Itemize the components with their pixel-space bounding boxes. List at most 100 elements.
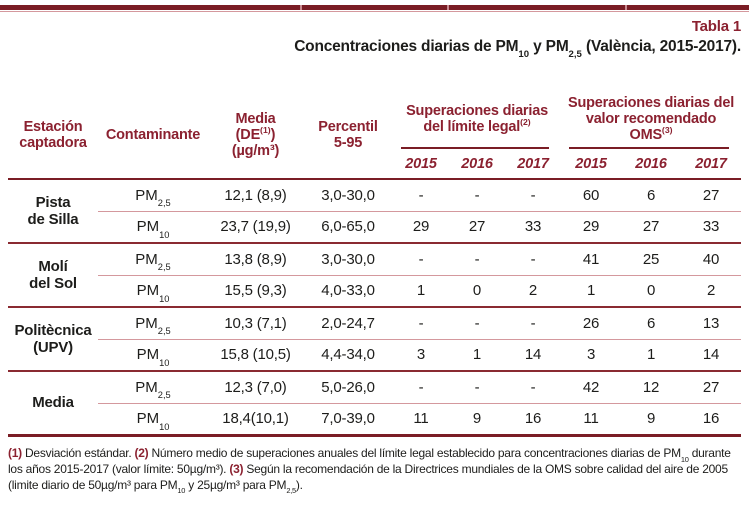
cell-pollutant: PM2,5 (98, 370, 208, 404)
caption-block: Tabla 1 Concentraciones diarias de PM10 … (0, 18, 749, 59)
table-row: Politècnica (UPV) PM2,5 10,3 (7,1) 2,0-24… (8, 306, 742, 372)
station-line: de Silla (27, 211, 79, 229)
pollutant-base: PM (136, 218, 160, 236)
concentrations-table: Estación captadora Contaminante Media (DE(… (8, 92, 742, 437)
station-line: Molí (38, 257, 68, 275)
header-text: (DE (235, 127, 261, 144)
station-line: (UPV) (33, 339, 73, 357)
footnote-text: Según la recomendación de la Directrices… (8, 461, 728, 492)
station-line: Politècnica (14, 321, 92, 339)
year-header-oms-2015: 2015 (561, 149, 622, 181)
divider-tick (625, 5, 627, 10)
year-header-oms-2016: 2016 (621, 149, 682, 181)
footnote-subscript: 2,5 (286, 486, 296, 496)
cell-oms-2017: 16 (681, 402, 742, 436)
pollutant-sub: 2,5 (157, 262, 171, 273)
table-row: Molí del Sol PM2,5 13,8 (8,9) 3,0-30,0 - … (8, 242, 742, 308)
cell-pollutant: PM10 (98, 210, 208, 244)
cell-oms-2015: 29 (561, 210, 622, 244)
cell-legal-2017: 14 (505, 338, 562, 372)
cell-oms-2015: 1 (561, 274, 622, 308)
station-line: del Sol (29, 275, 77, 293)
title-text: Concentraciones diarias de PM (294, 37, 519, 55)
cell-oms-2016: 9 (621, 402, 682, 436)
cell-percentile: 4,4-34,0 (303, 338, 393, 372)
cell-legal-2016: 9 (449, 402, 505, 436)
cell-oms-2015: 26 (561, 306, 622, 340)
cell-legal-2017: - (505, 242, 562, 276)
header-text: Superaciones diarias del valor recomenda… (567, 94, 735, 143)
footnote-ref-1: (1) (260, 125, 271, 136)
footnote-ref-3: (3) (661, 125, 673, 136)
footnote-marker-2: (2) (134, 445, 149, 460)
cell-percentile: 4,0-33,0 (303, 274, 393, 308)
cell-mean: 13,8 (8,9) (208, 242, 303, 276)
footnote-text: ). (295, 477, 303, 492)
pollutant-base: PM (136, 410, 160, 428)
station-name: Media (8, 370, 98, 436)
column-header-station: Estación captadora (8, 92, 98, 181)
footnote-marker-1: (1) (8, 445, 22, 460)
footnote-text: durante los años 2015-2017 (valor límite… (8, 445, 731, 476)
cell-legal-2015: - (393, 370, 449, 404)
cell-legal-2016: - (449, 242, 505, 276)
table-row: Media PM2,5 12,3 (7,0) 5,0-26,0 - - - 42… (8, 370, 742, 436)
footnote-text: Desviación estándar. (21, 445, 135, 460)
table-row: Pista de Silla PM2,5 12,1 (8,9) 3,0-30,0 … (8, 179, 741, 228)
cell-oms-2017: 40 (681, 242, 742, 276)
cell-oms-2017: 2 (681, 274, 742, 308)
cell-oms-2016: 1 (621, 338, 682, 372)
cell-pollutant: PM10 (98, 402, 208, 436)
cell-mean: 12,1 (8,9) (224, 186, 287, 204)
header-text: 5-95 (333, 135, 363, 152)
pollutant-base: PM (135, 378, 158, 396)
table-label: Tabla 1 (691, 18, 741, 35)
cell-oms-2017: 33 (681, 210, 742, 244)
cell-legal-2015: 11 (393, 402, 449, 436)
cell-mean: 10,3 (7,1) (208, 306, 303, 340)
cell-legal-2016: 27 (449, 210, 505, 244)
pollutant-sub: 2,5 (157, 390, 171, 401)
footnote-marker-3: (3) (229, 461, 244, 476)
header-text: ) (270, 127, 276, 144)
table-row: PM10 15,5 (9,3) 4,0-33,0 1 0 2 1 0 2 (8, 274, 742, 308)
cell-legal-2015: 1 (393, 274, 449, 308)
cell-oms-2016: 25 (621, 242, 682, 276)
cell-percentile: 3,0-30,0 (303, 242, 393, 276)
header-text: Estación (23, 119, 83, 136)
cell-oms-2016: 6 (621, 306, 682, 340)
cell-oms-2015: 60 (582, 186, 600, 204)
footnote-ref-2: (2) (520, 117, 531, 128)
cell-oms-2016: 6 (646, 186, 656, 204)
year-header-oms-2017: 2017 (681, 149, 742, 181)
cell-oms-2017: 14 (681, 338, 742, 372)
pollutant-sub: 10 (159, 357, 170, 368)
group-header-legal-limit: Superaciones diarias del límite legal(2) (393, 93, 561, 150)
station-name: Molí del Sol (8, 242, 98, 308)
divider-tick (447, 5, 449, 10)
column-header-pollutant: Contaminante (98, 92, 208, 181)
title-text: y PM (529, 37, 569, 55)
cell-legal-2017: - (505, 306, 562, 340)
cell-mean: 15,8 (10,5) (208, 338, 303, 372)
cell-oms-2016: 27 (621, 210, 682, 244)
cell-legal-2015: - (418, 186, 424, 204)
cell-pollutant: PM10 (98, 338, 208, 372)
divider-tick (300, 5, 302, 10)
top-divider-rule (0, 5, 749, 10)
cell-legal-2017: 33 (505, 210, 562, 244)
header-text: Percentil (318, 119, 378, 136)
cell-legal-2015: - (393, 242, 449, 276)
cell-legal-2015: 29 (393, 210, 449, 244)
station-line: Pista (35, 193, 71, 211)
table-row: PM10 15,8 (10,5) 4,4-34,0 3 1 14 3 1 14 (8, 338, 742, 372)
group-header-oms-recommended: Superaciones diarias del valor recomenda… (561, 93, 741, 150)
year-header-legal-2017: 2017 (505, 149, 562, 181)
pollutant-base: PM (136, 346, 160, 364)
cell-pollutant: PM2,5 (98, 179, 208, 211)
footnote-text: y 25µg/m³ para PM (185, 477, 287, 492)
station-name: Pista de Silla (8, 179, 98, 243)
cell-percentile: 6,0-65,0 (303, 210, 393, 244)
cell-oms-2017: 27 (681, 370, 742, 404)
cell-percentile: 7,0-39,0 (303, 402, 393, 436)
